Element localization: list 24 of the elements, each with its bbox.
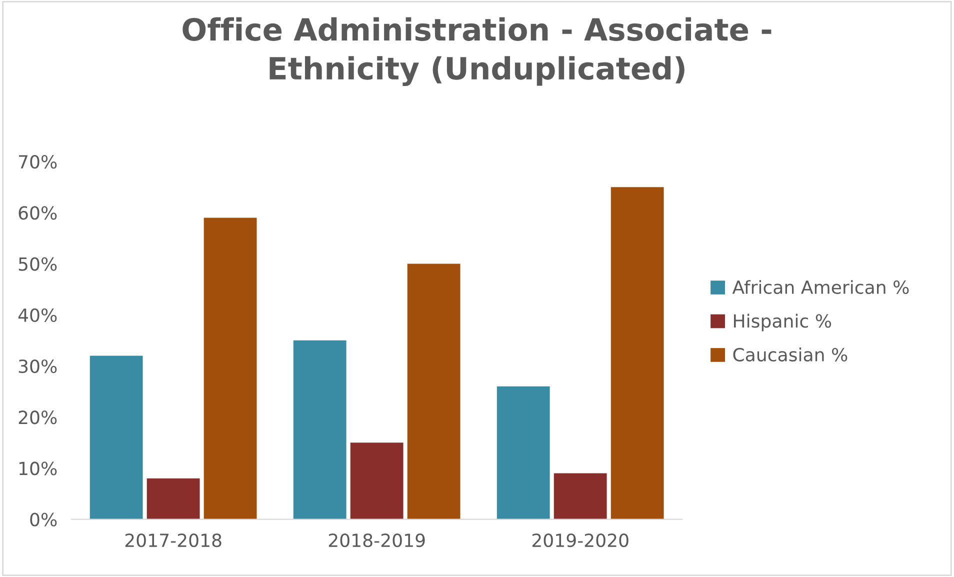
bar [146, 478, 200, 520]
y-tick-label: 60% [18, 206, 57, 220]
bar [350, 442, 404, 520]
legend-label: African American % [732, 280, 909, 294]
x-tick-label: 2017-2018 [125, 534, 222, 548]
bar [204, 218, 257, 520]
bar [554, 473, 607, 520]
bar [496, 386, 550, 520]
y-tick-label: 70% [19, 155, 57, 169]
y-tick-label: 0% [30, 512, 57, 526]
x-tick-label: 2019-2020 [532, 534, 628, 548]
y-tick-label: 10% [20, 462, 57, 476]
bar [407, 264, 460, 520]
bar [90, 356, 143, 520]
bar [610, 187, 664, 520]
x-tick-label: 2018-2019 [328, 534, 425, 548]
y-tick-label: 30% [18, 359, 57, 374]
y-tick-label: 50% [18, 257, 57, 271]
y-tick-label: 20% [18, 410, 57, 424]
y-tick-label: 40% [18, 308, 57, 322]
chart-title: Office Administration - Associate - Ethnicity (Unduplicated) [182, 17, 772, 86]
legend-label: Caucasian % [733, 348, 848, 362]
bar [293, 340, 346, 520]
legend-label: Hispanic % [734, 314, 832, 332]
